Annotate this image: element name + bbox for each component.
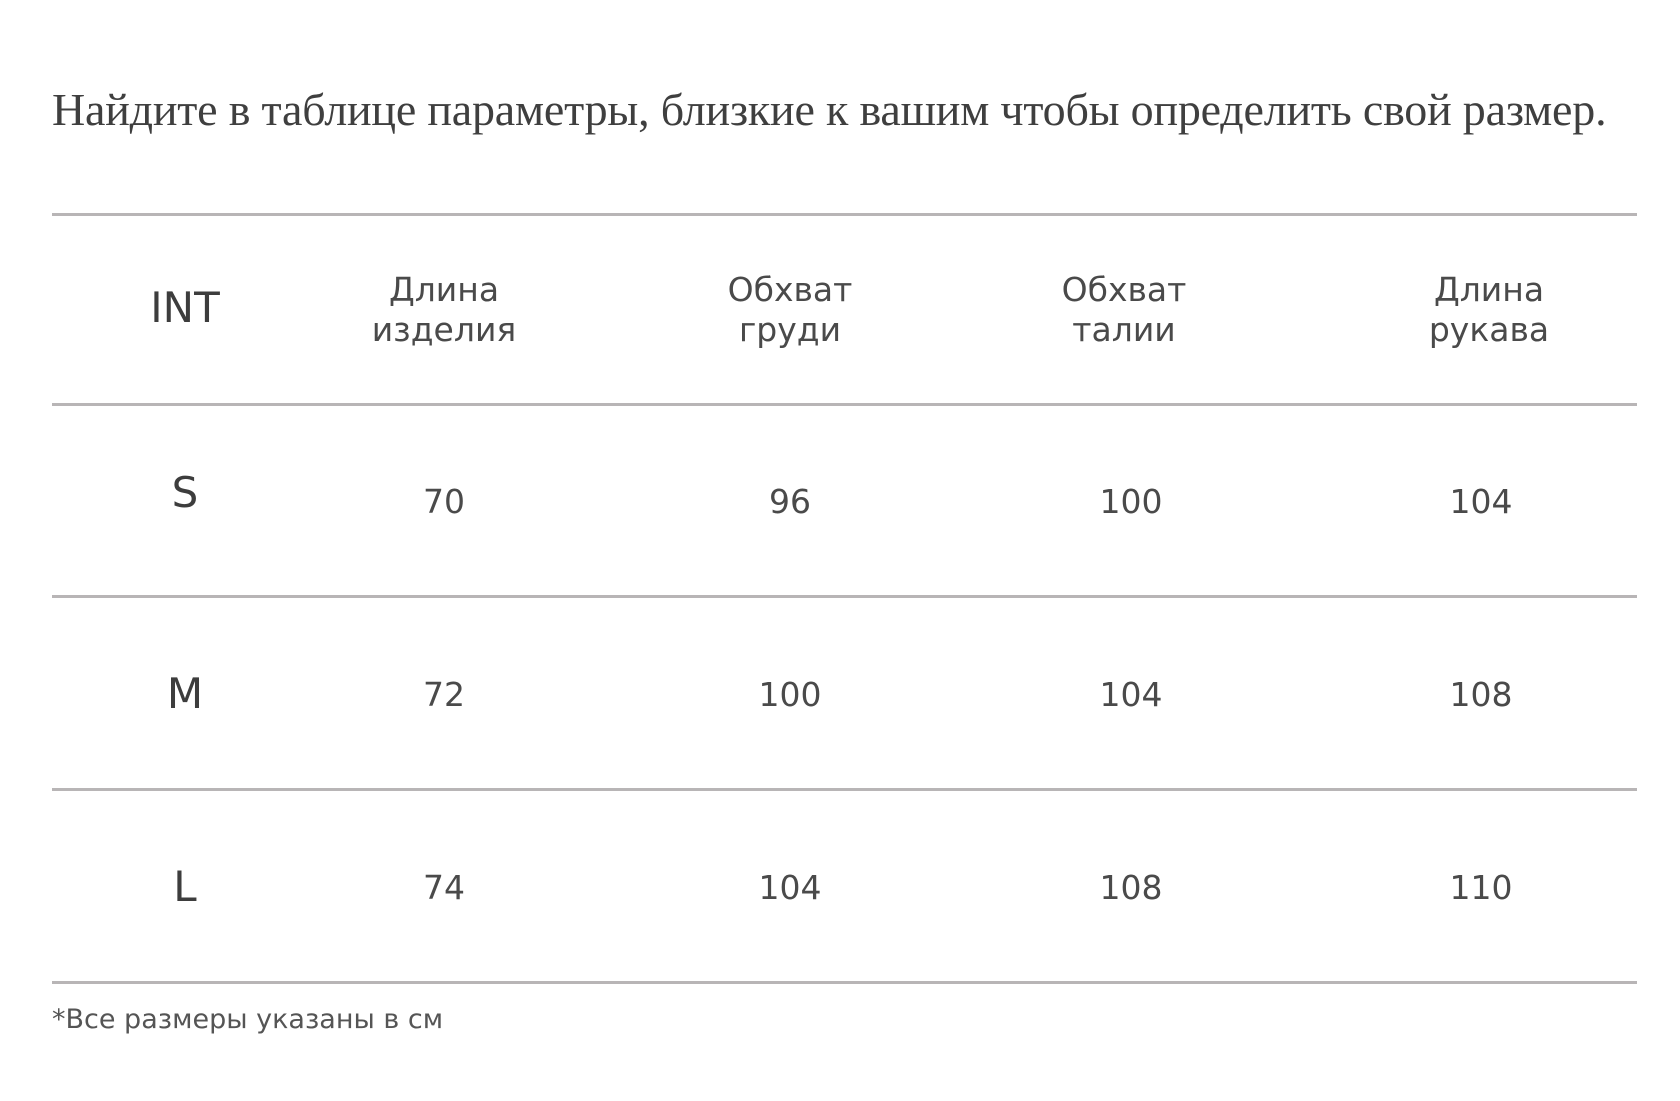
header-length: Длина изделия — [304, 270, 584, 350]
header-sleeve-line2: рукава — [1428, 310, 1550, 349]
length-cell: 72 — [423, 675, 465, 714]
header-sleeve-line1: Длина — [1433, 270, 1545, 309]
header-length-line2: изделия — [371, 310, 517, 349]
chest-cell: 100 — [758, 675, 822, 714]
size-cell: M — [166, 669, 204, 718]
header-int: INT — [150, 283, 220, 332]
sleeve-cell: 104 — [1449, 482, 1513, 521]
row-divider-m — [52, 788, 1637, 791]
intro-text: Найдите в таблице параметры, близкие к в… — [52, 84, 1607, 135]
size-cell: L — [173, 862, 197, 911]
sleeve-cell: 108 — [1449, 675, 1513, 714]
table-bottom-rule — [52, 981, 1637, 984]
chest-cell: 96 — [769, 482, 811, 521]
waist-cell: 104 — [1099, 675, 1163, 714]
footnote: *Все размеры указаны в см — [52, 1004, 444, 1035]
header-chest-line1: Обхват — [727, 270, 853, 309]
header-chest: Обхват груди — [650, 270, 930, 350]
header-sleeve: Длина рукава — [1349, 270, 1629, 350]
header-waist: Обхват талии — [984, 270, 1264, 350]
waist-cell: 108 — [1099, 868, 1163, 907]
header-chest-line2: груди — [738, 310, 842, 349]
sleeve-cell: 110 — [1449, 868, 1513, 907]
waist-cell: 100 — [1099, 482, 1163, 521]
length-cell: 74 — [423, 868, 465, 907]
row-divider-s — [52, 595, 1637, 598]
chest-cell: 104 — [758, 868, 822, 907]
size-cell: S — [171, 468, 199, 517]
header-waist-line2: талии — [1072, 310, 1176, 349]
header-waist-line1: Обхват — [1061, 270, 1187, 309]
length-cell: 70 — [423, 482, 465, 521]
table-top-rule — [52, 213, 1637, 216]
header-bottom-rule — [52, 403, 1637, 406]
header-length-line1: Длина — [388, 270, 500, 309]
